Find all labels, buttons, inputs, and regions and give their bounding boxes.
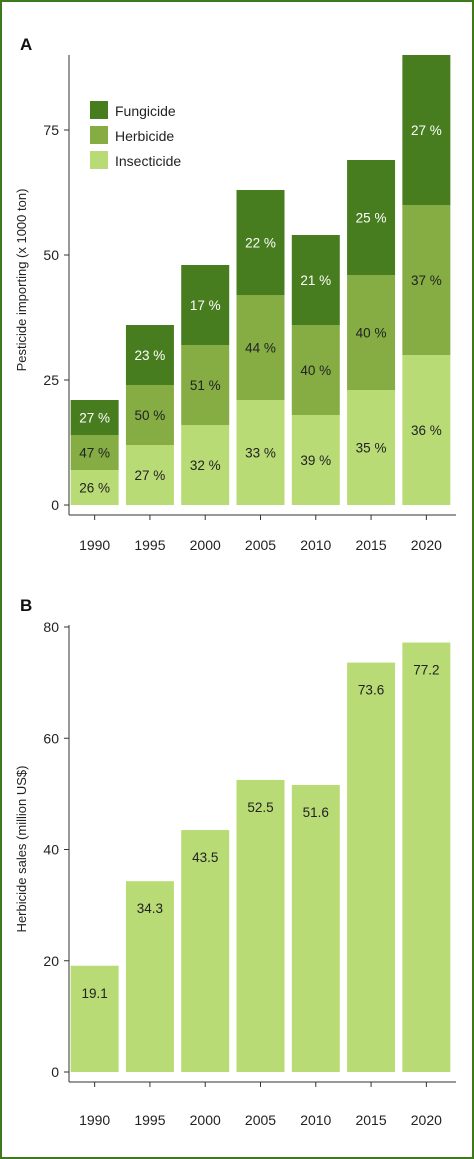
y-tick-label: 25 [43, 372, 59, 388]
bar-label-sales-2005: 52.5 [247, 800, 273, 815]
x-tick-label: 1995 [134, 537, 165, 553]
bar-fungicide-2015 [347, 160, 396, 275]
bar-sales-2000 [181, 830, 230, 1072]
chart-b-ylabel: Herbicide sales (million US$) [14, 766, 29, 933]
x-tick-label: 2005 [245, 1112, 276, 1128]
bar-label-herbicide-2005: 44 % [245, 341, 276, 356]
legend-label-fungicide: Fungicide [115, 103, 176, 119]
bar-label-insecticide-1990: 26 % [79, 481, 110, 496]
bar-sales-2015 [347, 662, 396, 1072]
panel-letter-b: B [20, 596, 32, 615]
bar-label-sales-2000: 43.5 [192, 850, 218, 865]
chart-a: A 0 25 50 75 26 % 47 % 27 % 1990 27 % 50 % 23 % 199… [14, 35, 456, 553]
x-tick-label: 2020 [411, 537, 442, 553]
y-tick-label: 0 [51, 1064, 59, 1080]
chart-b-bars: 0 20 40 60 80 19.1 1990 34.3 1995 43.5 2000 52.5 200… [43, 619, 456, 1128]
bar-label-insecticide-2010: 39 % [300, 453, 331, 468]
bar-sales-1995 [125, 881, 174, 1072]
x-tick-label: 2000 [190, 1112, 221, 1128]
bar-insecticide-2010 [291, 415, 340, 505]
y-tick-label: 0 [51, 497, 59, 513]
bar-fungicide-2005 [236, 190, 285, 295]
legend-swatch-herbicide [90, 126, 108, 144]
bar-label-fungicide-2000: 17 % [190, 298, 221, 313]
bar-label-fungicide-1990: 27 % [79, 411, 110, 426]
y-tick-label: 80 [43, 619, 59, 635]
bar-sales-2020 [402, 642, 451, 1072]
chart-a-legend: Fungicide Herbicide Insecticide [90, 101, 181, 169]
x-tick-label: 2020 [411, 1112, 442, 1128]
bar-label-herbicide-2010: 40 % [300, 363, 331, 378]
bar-insecticide-2000 [181, 425, 230, 505]
bar-herbicide-2020 [402, 205, 451, 355]
bar-sales-2005 [236, 779, 285, 1072]
x-tick-label: 2010 [300, 537, 331, 553]
chart-a-bars: 0 25 50 75 26 % 47 % 27 % 1990 27 % 50 % 23 % 1995 3… [43, 55, 456, 553]
legend-label-herbicide: Herbicide [115, 128, 174, 144]
bar-label-herbicide-1990: 47 % [79, 446, 110, 461]
bar-label-sales-2015: 73.6 [358, 683, 384, 698]
bar-fungicide-2020 [402, 55, 451, 205]
bar-sales-2010 [291, 784, 340, 1072]
bar-label-insecticide-2015: 35 % [356, 441, 387, 456]
legend-swatch-fungicide [90, 101, 108, 119]
bar-label-insecticide-2000: 32 % [190, 458, 221, 473]
y-tick-label: 50 [43, 247, 59, 263]
bar-fungicide-1990 [70, 400, 119, 435]
x-tick-label: 2015 [355, 537, 386, 553]
x-tick-label: 2000 [190, 537, 221, 553]
bar-label-sales-1990: 19.1 [82, 986, 108, 1001]
bar-label-fungicide-2015: 25 % [356, 211, 387, 226]
bar-fungicide-2000 [181, 265, 230, 345]
bar-herbicide-2000 [181, 345, 230, 425]
bar-label-herbicide-1995: 50 % [135, 408, 166, 423]
bar-label-insecticide-2020: 36 % [411, 423, 442, 438]
bar-label-sales-1995: 34.3 [137, 901, 163, 916]
bar-label-insecticide-2005: 33 % [245, 446, 276, 461]
bar-insecticide-1995 [125, 445, 174, 505]
bar-fungicide-1995 [125, 325, 174, 385]
bar-herbicide-2010 [291, 325, 340, 415]
bar-label-insecticide-1995: 27 % [135, 468, 166, 483]
x-tick-label: 2005 [245, 537, 276, 553]
bar-label-fungicide-2020: 27 % [411, 123, 442, 138]
bar-label-fungicide-2010: 21 % [300, 273, 331, 288]
y-tick-label: 75 [43, 122, 59, 138]
x-tick-label: 1990 [79, 537, 110, 553]
chart-a-ylabel: Pesticide importing (x 1000 ton) [14, 189, 29, 372]
x-tick-label: 2010 [300, 1112, 331, 1128]
bar-label-fungicide-2005: 22 % [245, 236, 276, 251]
bar-insecticide-2005 [236, 400, 285, 505]
x-tick-label: 2015 [355, 1112, 386, 1128]
bar-label-sales-2020: 77.2 [413, 663, 439, 678]
bar-insecticide-1990 [70, 470, 119, 505]
y-tick-label: 40 [43, 842, 59, 858]
bar-fungicide-2010 [291, 235, 340, 325]
y-tick-label: 20 [43, 953, 59, 969]
bar-label-herbicide-2020: 37 % [411, 273, 442, 288]
bar-herbicide-2015 [347, 275, 396, 390]
bar-herbicide-1995 [125, 385, 174, 445]
legend-label-insecticide: Insecticide [115, 153, 181, 169]
bar-herbicide-2005 [236, 295, 285, 400]
bar-label-herbicide-2000: 51 % [190, 378, 221, 393]
bar-herbicide-1990 [70, 435, 119, 470]
bar-insecticide-2015 [347, 390, 396, 505]
x-tick-label: 1990 [79, 1112, 110, 1128]
legend-swatch-insecticide [90, 151, 108, 169]
bar-label-fungicide-1995: 23 % [135, 348, 166, 363]
bar-sales-1990 [70, 965, 119, 1072]
panel-letter-a: A [20, 35, 32, 54]
chart-b: B 0 20 40 60 80 19.1 1990 34.3 1995 43.5 2000 52.5 2… [14, 596, 456, 1128]
x-tick-label: 1995 [134, 1112, 165, 1128]
bar-label-herbicide-2015: 40 % [356, 326, 387, 341]
y-tick-label: 60 [43, 730, 59, 746]
bar-label-sales-2010: 51.6 [303, 805, 329, 820]
bar-insecticide-2020 [402, 355, 451, 505]
